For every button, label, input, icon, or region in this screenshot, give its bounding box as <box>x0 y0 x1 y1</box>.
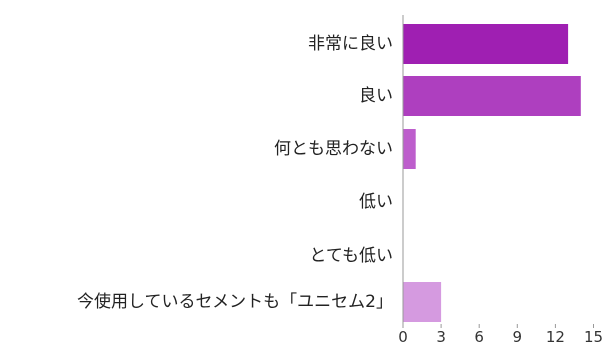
x-tick-label: 9 <box>513 328 523 346</box>
bar <box>403 76 581 116</box>
bar <box>403 24 569 64</box>
category-label: 低い <box>359 192 393 212</box>
category-label: 非常に良い <box>308 34 393 54</box>
x-tick-label: 15 <box>584 328 603 346</box>
category-label: 何とも思わない <box>274 139 393 159</box>
category-label: 良い <box>359 86 393 106</box>
x-tick-label: 3 <box>436 328 446 346</box>
bars-group <box>403 24 581 322</box>
x-tick-label: 0 <box>398 328 408 346</box>
category-label: とても低い <box>309 246 393 266</box>
category-label: 今使用しているセメントも「ユニセム2」 <box>77 291 393 312</box>
bar <box>403 282 442 322</box>
x-tick-label: 12 <box>546 328 565 346</box>
x-tick-label: 6 <box>474 328 484 346</box>
bar <box>403 129 416 169</box>
x-axis-ticks: 0 3 6 9 12 15 <box>398 324 603 346</box>
